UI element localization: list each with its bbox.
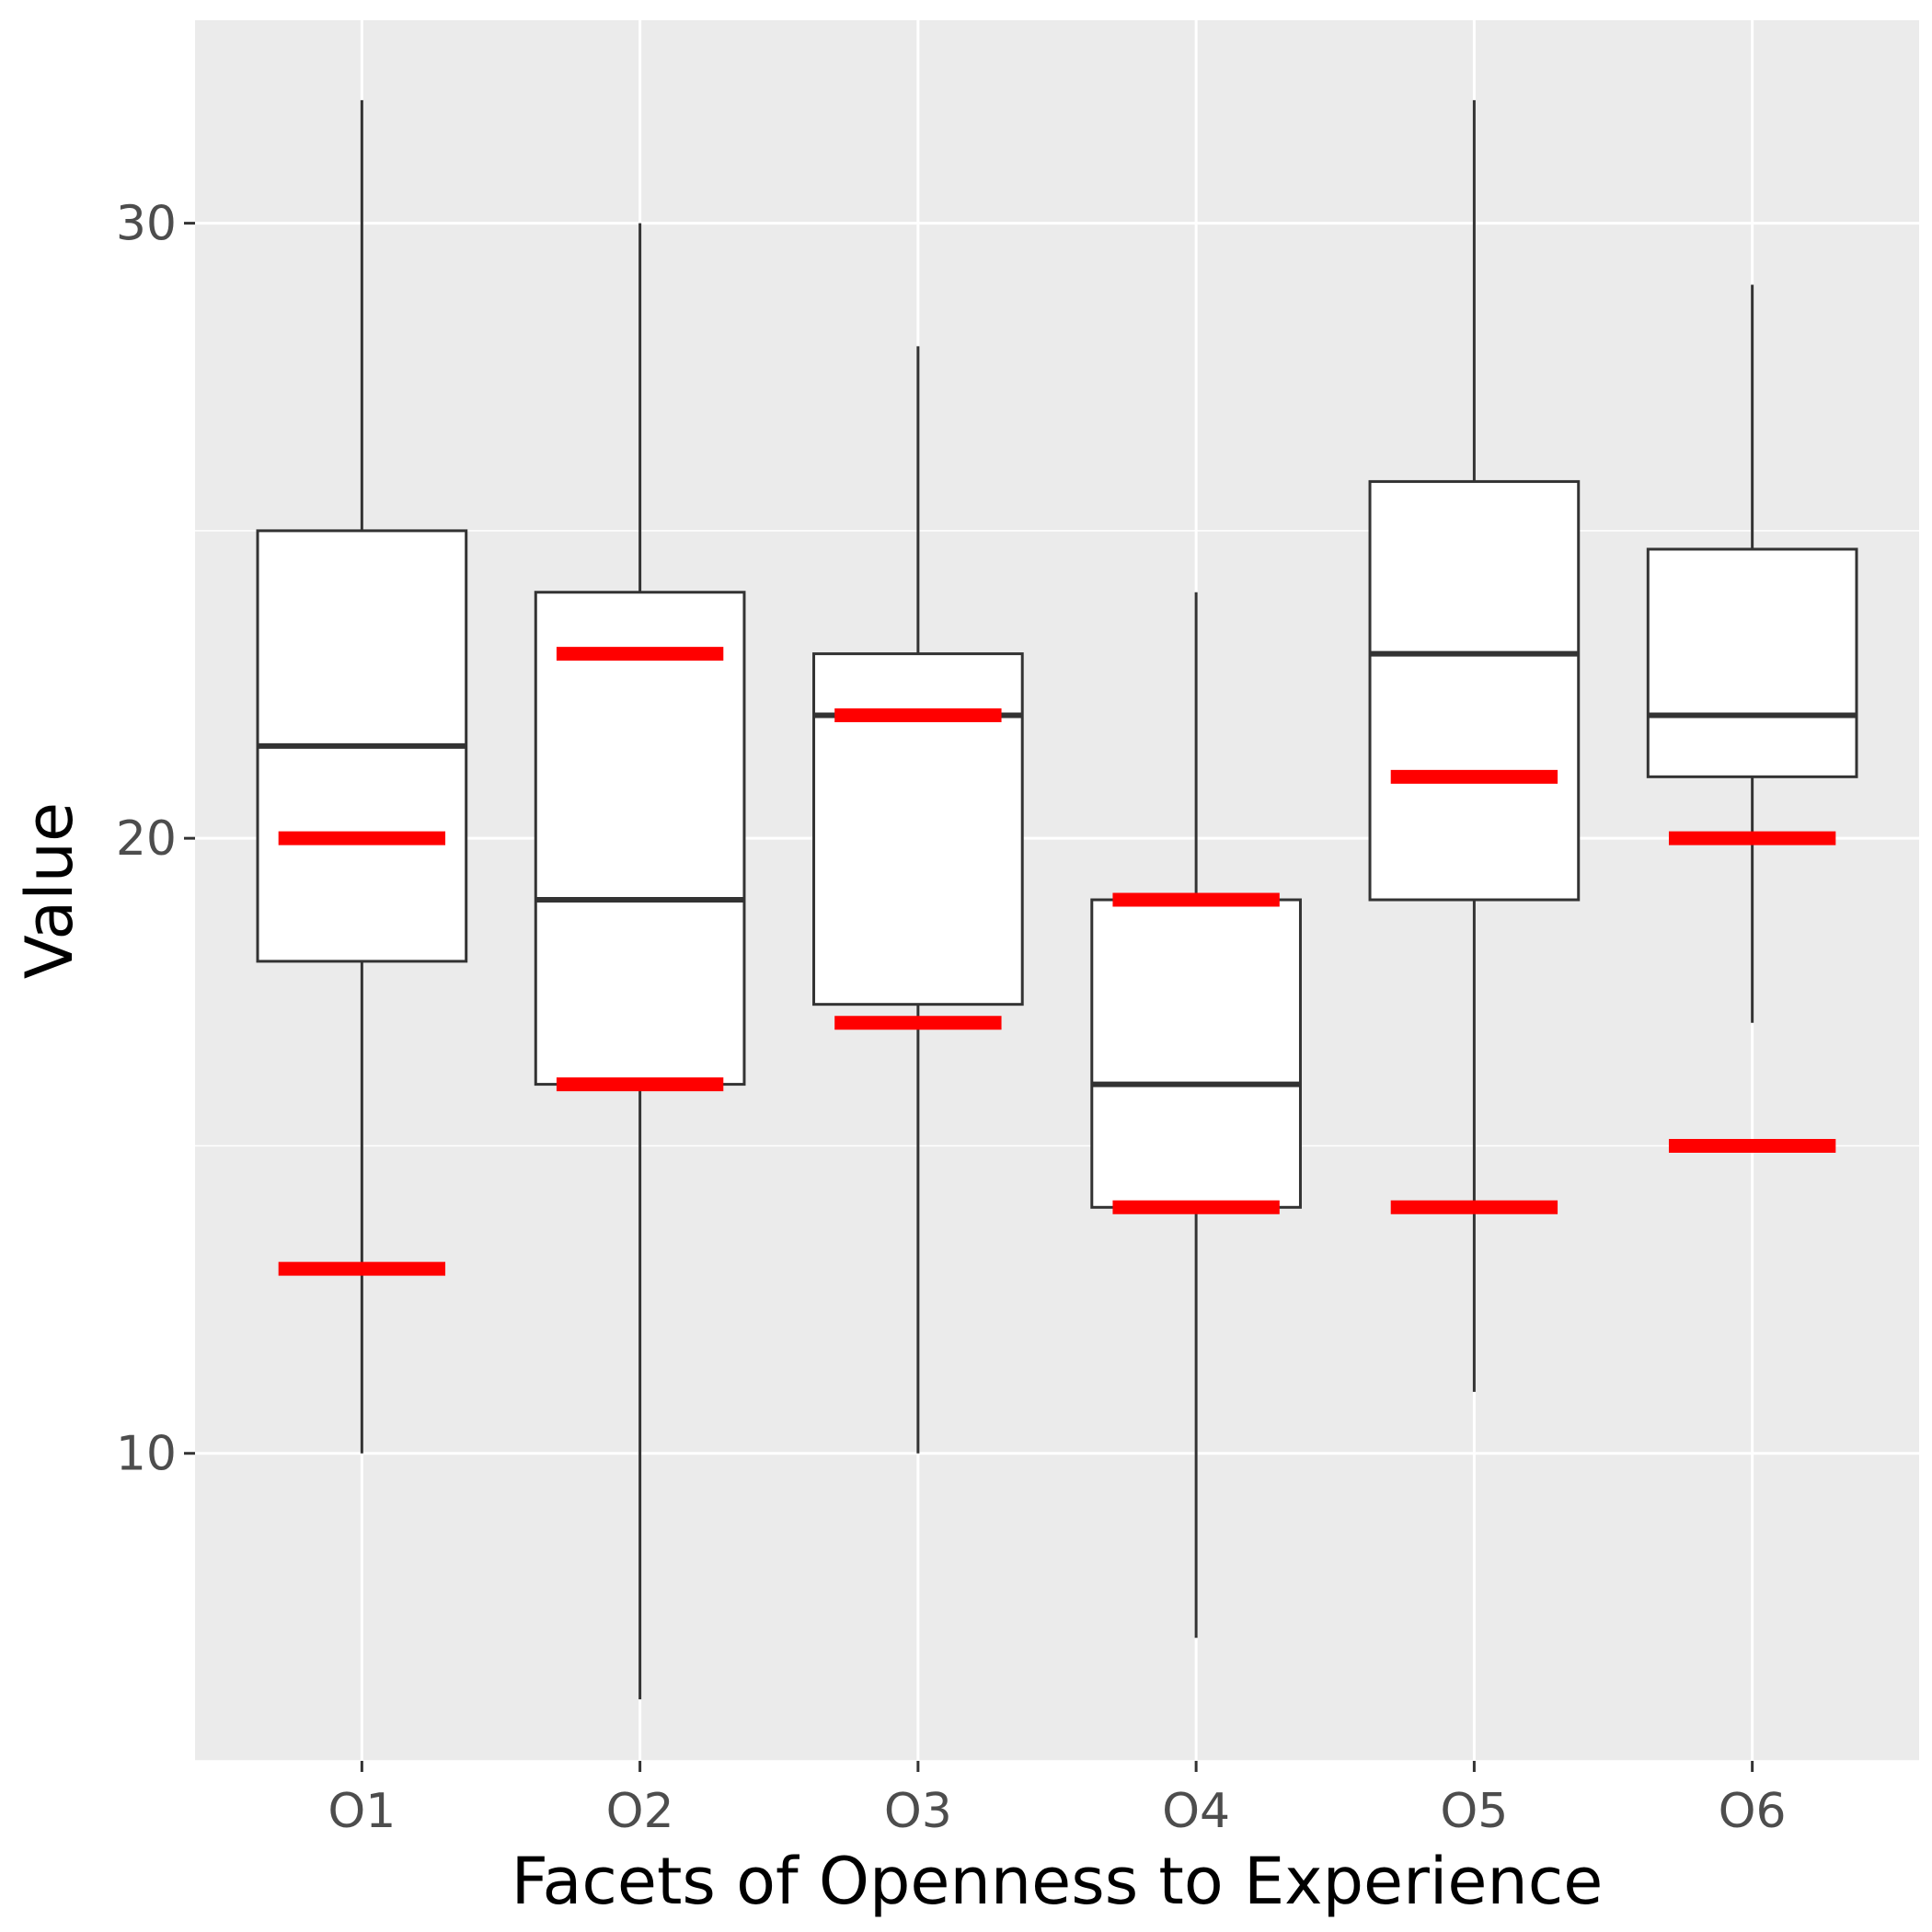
x-axis-title: Facets of Openness to Experience [512,1844,1604,1919]
x-axis-ticks: O1 O2 O3 O4 O5 O6 [328,1761,1787,1839]
y-axis-ticks: 10 20 30 [116,197,195,1482]
box-O6 [1646,547,1858,778]
x-tick-label: O2 [606,1784,674,1839]
x-tick-label: O5 [1440,1784,1508,1839]
x-tick-label: O1 [328,1784,396,1839]
y-axis-title: Value [12,802,87,979]
box-O5 [1368,479,1581,902]
y-tick-label: 20 [116,811,177,867]
x-tick-label: O4 [1162,1784,1230,1839]
x-tick-label: O6 [1719,1784,1787,1839]
box-O4 [1090,898,1302,1209]
reference-marks [278,647,1836,1276]
box-O3 [812,652,1024,1006]
panel-background [195,20,1919,1761]
y-tick-label: 30 [116,197,177,252]
box-O2 [534,591,746,1087]
whiskers [360,99,1754,1700]
y-tick-label: 10 [116,1427,177,1482]
x-tick-label: O3 [884,1784,952,1839]
minor-gridlines [195,530,1919,1762]
